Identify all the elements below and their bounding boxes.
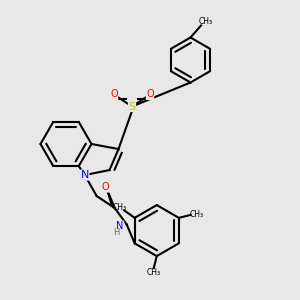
Text: O: O: [110, 89, 118, 100]
Text: CH₃: CH₃: [112, 203, 127, 212]
Text: CH₃: CH₃: [190, 210, 204, 219]
Text: O: O: [146, 89, 154, 100]
Text: CH₃: CH₃: [198, 16, 213, 26]
Text: N: N: [81, 170, 89, 180]
Text: N: N: [116, 221, 124, 231]
Text: S: S: [128, 101, 136, 112]
Text: H: H: [113, 228, 119, 237]
Text: O: O: [102, 182, 110, 192]
Text: CH₃: CH₃: [147, 268, 161, 277]
